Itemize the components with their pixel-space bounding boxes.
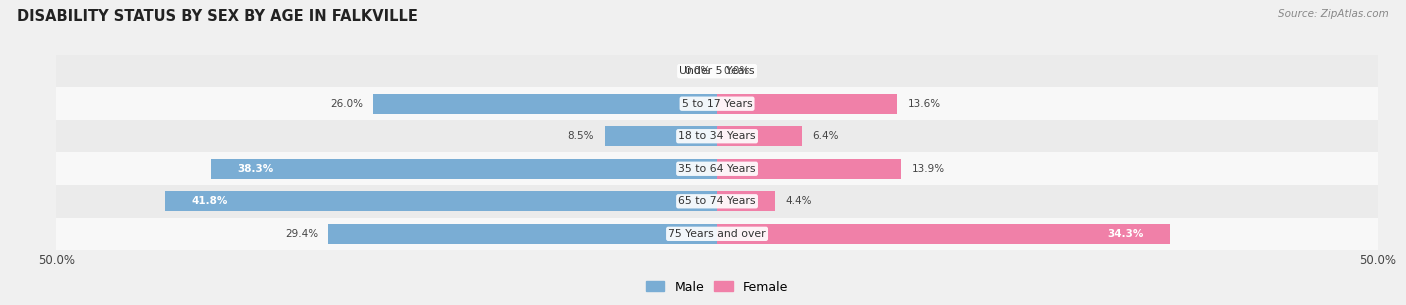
Text: 0.0%: 0.0% <box>685 66 710 76</box>
Bar <box>56 185 1378 217</box>
Text: 29.4%: 29.4% <box>285 229 318 239</box>
Text: 34.3%: 34.3% <box>1108 229 1144 239</box>
Bar <box>56 152 1378 185</box>
Text: 13.6%: 13.6% <box>907 99 941 109</box>
Bar <box>717 94 897 114</box>
Bar <box>605 126 717 146</box>
Bar <box>56 55 1378 88</box>
Bar <box>717 126 801 146</box>
Text: Under 5 Years: Under 5 Years <box>679 66 755 76</box>
Bar <box>56 88 1378 120</box>
Text: Source: ZipAtlas.com: Source: ZipAtlas.com <box>1278 9 1389 19</box>
Legend: Male, Female: Male, Female <box>641 275 793 299</box>
Text: 6.4%: 6.4% <box>813 131 839 141</box>
Bar <box>717 224 1170 244</box>
Text: 75 Years and over: 75 Years and over <box>668 229 766 239</box>
Text: 41.8%: 41.8% <box>191 196 228 206</box>
Text: DISABILITY STATUS BY SEX BY AGE IN FALKVILLE: DISABILITY STATUS BY SEX BY AGE IN FALKV… <box>17 9 418 24</box>
Text: 8.5%: 8.5% <box>568 131 595 141</box>
Bar <box>165 191 717 211</box>
Bar <box>211 159 717 179</box>
Bar <box>56 120 1378 152</box>
Text: 26.0%: 26.0% <box>330 99 363 109</box>
Bar <box>717 191 775 211</box>
Text: 38.3%: 38.3% <box>238 164 274 174</box>
Text: 4.4%: 4.4% <box>786 196 813 206</box>
Text: 18 to 34 Years: 18 to 34 Years <box>678 131 756 141</box>
Text: 13.9%: 13.9% <box>911 164 945 174</box>
Text: 65 to 74 Years: 65 to 74 Years <box>678 196 756 206</box>
Text: 5 to 17 Years: 5 to 17 Years <box>682 99 752 109</box>
Text: 35 to 64 Years: 35 to 64 Years <box>678 164 756 174</box>
Bar <box>56 217 1378 250</box>
Text: 0.0%: 0.0% <box>724 66 749 76</box>
Bar <box>329 224 717 244</box>
Bar <box>374 94 717 114</box>
Bar <box>717 159 901 179</box>
